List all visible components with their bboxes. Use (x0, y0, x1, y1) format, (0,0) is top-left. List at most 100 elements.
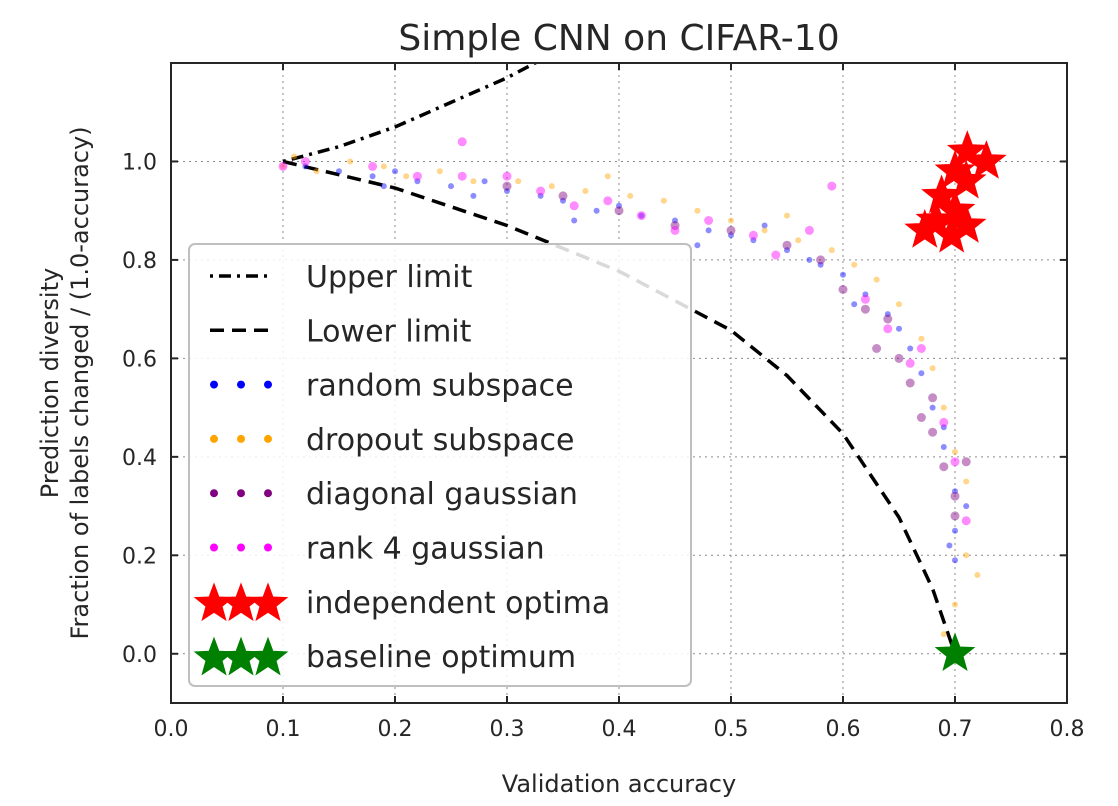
data-point (604, 173, 611, 180)
data-point (884, 311, 891, 318)
data-point (558, 191, 568, 201)
data-point (860, 304, 870, 314)
data-point (569, 201, 579, 211)
data-point (280, 163, 286, 170)
data-point (916, 344, 926, 353)
data-point (616, 202, 622, 209)
data-point (728, 217, 734, 224)
legend-item-baseline-optimum: baseline optimum (193, 636, 576, 676)
data-point (571, 217, 578, 224)
legend-items: Upper limit Lower limit random subspace dro… (193, 260, 610, 676)
data-point (974, 572, 981, 578)
legend-swatch-dot (264, 489, 272, 498)
data-point (481, 178, 488, 185)
data-point (694, 242, 701, 249)
data-point (940, 404, 947, 411)
data-point (368, 161, 378, 171)
data-point (380, 183, 387, 190)
y-axis-ticks: 0.0 0.2 0.4 0.6 0.8 1.0 (122, 150, 1067, 668)
data-point (403, 173, 410, 180)
data-point (414, 178, 421, 185)
legend-label: diagonal gaussian (306, 477, 578, 512)
series-baseline-optimum (934, 632, 976, 672)
data-point (336, 168, 342, 175)
data-point (660, 197, 667, 204)
legend-swatch-star (247, 636, 289, 676)
data-point (952, 601, 958, 608)
star-marker (945, 159, 987, 199)
star-marker (946, 130, 988, 169)
data-point (504, 188, 510, 194)
legend-swatch-dot (237, 434, 245, 443)
data-point (963, 552, 970, 559)
data-point (940, 424, 947, 431)
data-point (828, 247, 835, 254)
legend-swatch-dot (264, 380, 272, 389)
data-point (536, 186, 546, 196)
data-point (817, 261, 824, 268)
x-tick-label: 0.5 (714, 717, 749, 742)
data-point (918, 370, 925, 377)
data-point (380, 163, 387, 170)
series-random-subspace (302, 163, 970, 564)
data-point (918, 335, 925, 342)
data-point (804, 225, 814, 235)
data-point (582, 188, 589, 194)
legend-label: baseline optimum (306, 640, 576, 675)
legend: Upper limit Lower limit random subspace dro… (188, 243, 692, 687)
legend-swatch-dot (264, 543, 272, 552)
data-point (929, 365, 936, 372)
data-point (905, 358, 915, 368)
data-point (761, 227, 768, 234)
x-tick-label: 0.3 (490, 717, 525, 742)
data-point (291, 153, 298, 160)
data-point (627, 192, 634, 199)
data-point (806, 256, 813, 263)
legend-label: independent optima (306, 586, 610, 621)
data-point (896, 325, 902, 332)
data-point (784, 212, 790, 219)
data-point (515, 178, 522, 185)
series-layer (278, 63, 1007, 672)
y-tick-label: 0.6 (122, 347, 157, 372)
data-point (950, 491, 960, 501)
data-point (300, 157, 310, 166)
series-lower-limit (282, 159, 957, 655)
y-tick-label: 0.4 (122, 446, 157, 471)
data-point (907, 345, 914, 352)
data-point (939, 417, 949, 427)
legend-swatch-dot (237, 543, 245, 552)
legend-item-upper-limit: Upper limit (210, 260, 473, 295)
data-point (448, 183, 454, 190)
legend-item-rank-4-gaussian: rank 4 gaussian (210, 532, 545, 567)
data-point (548, 183, 555, 190)
x-tick-label: 0.6 (826, 717, 861, 742)
data-point (537, 192, 544, 199)
data-point (883, 324, 893, 334)
data-point (750, 237, 757, 244)
y-tick-label: 1.0 (122, 150, 157, 175)
data-point (939, 462, 949, 472)
star-marker (904, 208, 946, 248)
legend-swatch-dot (210, 434, 218, 443)
data-point (952, 488, 958, 495)
data-point (862, 291, 869, 298)
series-diagonal-gaussian (502, 181, 971, 521)
data-point (851, 301, 858, 308)
series-upper-limit (282, 63, 539, 164)
data-point (928, 427, 938, 437)
legend-item-random-subspace: random subspace (210, 369, 574, 404)
series-independent-optima (904, 130, 1007, 253)
data-point (816, 255, 826, 265)
star-marker (931, 213, 973, 253)
legend-label: Upper limit (306, 260, 473, 295)
legend-swatch-dot (210, 489, 218, 498)
data-point (940, 444, 947, 450)
legend-swatch-dot (237, 380, 245, 389)
data-point (704, 216, 714, 225)
data-point (470, 192, 477, 199)
legend-item-lower-limit: Lower limit (210, 314, 472, 349)
y-tick-label: 0.0 (122, 643, 157, 668)
data-point (827, 181, 837, 191)
legend-item-dropout-subspace: dropout subspace (210, 423, 574, 458)
